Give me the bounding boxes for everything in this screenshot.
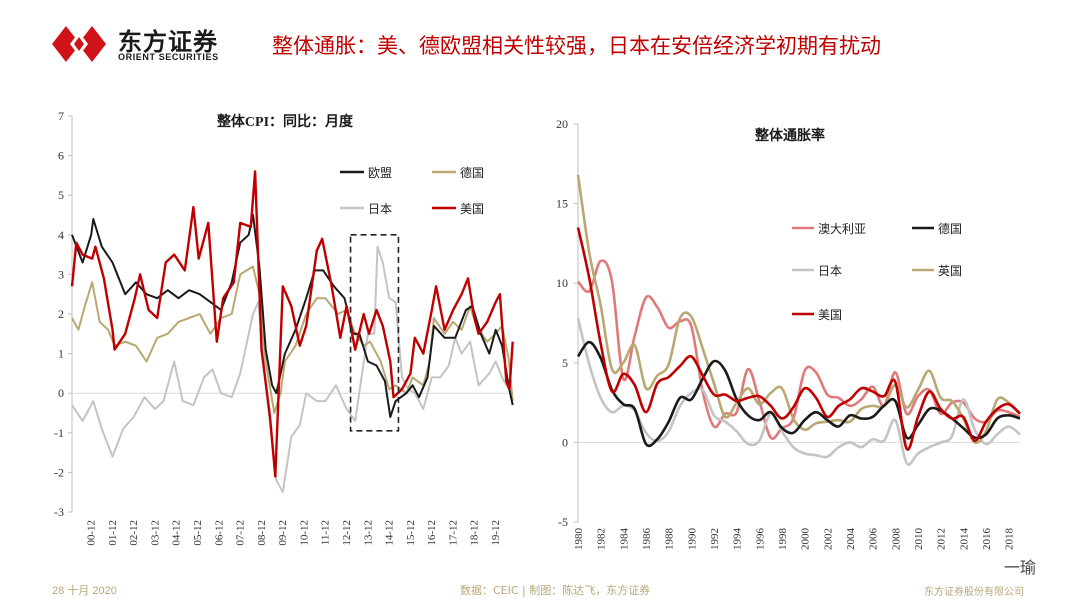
left-x-tick-label: 04-12	[171, 520, 183, 546]
left-legend-label-jp: 日本	[368, 202, 392, 216]
right-x-tick-label: 2000	[800, 528, 812, 551]
left-y-tick-label: 4	[58, 228, 64, 242]
left-y-tick-label: 2	[58, 307, 64, 321]
watermark: 一瑜	[1003, 558, 1036, 577]
right-y-axis: -5 0 5 10 15 20	[556, 117, 1020, 529]
left-x-tick-label: 14-12	[384, 520, 396, 546]
left-y-tick-label: 1	[58, 347, 64, 361]
left-x-tick-label: 08-12	[256, 520, 268, 546]
logo-chinese-name: 东方证券	[118, 28, 218, 56]
left-x-tick-label: 15-12	[405, 520, 417, 546]
diamond-logo-icon	[52, 26, 106, 62]
right-x-tick-label: 1984	[618, 528, 630, 551]
left-x-tick-label: 06-12	[213, 520, 225, 546]
right-x-tick-label: 1990	[686, 528, 698, 551]
left-y-tick-label: 0	[58, 386, 64, 400]
right-x-tick-label: 1982	[596, 528, 608, 550]
right-x-tick-label: 2006	[868, 528, 880, 551]
abenomics-dashed-box	[349, 234, 400, 432]
page-header: 东方证券 ORIENT SECURITIES 整体通胀：美、德欧盟相关性较强，日…	[0, 0, 1080, 80]
left-y-axis: -3 -2 -1 0 1 2 3 4 5 6 7	[54, 109, 512, 519]
right-series-jp	[576, 317, 1021, 466]
left-x-tick-label: 19-12	[490, 520, 502, 546]
left-x-tick-label: 12-12	[341, 520, 353, 546]
right-y-tick-label: 0	[562, 435, 568, 449]
left-x-tick-label: 02-12	[128, 520, 140, 546]
right-y-tick-label: 20	[556, 117, 568, 131]
page-title: 整体通胀：美、德欧盟相关性较强，日本在安倍经济学初期有扰动	[272, 34, 881, 58]
left-x-tick-label: 10-12	[298, 520, 310, 546]
right-legend-label-jp: 日本	[818, 264, 842, 278]
left-y-tick-label: -1	[54, 426, 64, 440]
right-x-tick-label: 1996	[754, 528, 766, 551]
right-x-tick-label: 2010	[913, 528, 925, 551]
right-legend-label-uk: 英国	[938, 264, 962, 278]
right-x-tick-label: 2014	[958, 528, 970, 551]
right-x-tick-label: 2004	[845, 528, 857, 551]
left-x-tick-label: 01-12	[107, 520, 119, 546]
right-series-us	[576, 227, 1021, 451]
right-y-tick-label: 10	[556, 276, 568, 290]
left-legend-label-us: 美国	[460, 202, 484, 216]
left-x-tick-label: 03-12	[149, 520, 161, 546]
right-x-axis: 1980 1982 1984 1986 1988 1990 1992 1994 1996 1998…	[573, 528, 1016, 551]
right-legend-label-us: 美国	[818, 308, 842, 322]
right-x-tick-label: 1988	[664, 528, 676, 551]
logo-english-name: ORIENT SECURITIES	[118, 52, 219, 62]
left-y-tick-label: 6	[58, 149, 64, 163]
right-series-uk	[576, 174, 1021, 445]
left-legend-label-eu: 欧盟	[368, 166, 392, 180]
left-series-de	[71, 265, 514, 414]
right-x-tick-label: 1998	[777, 528, 789, 551]
left-series-jp	[71, 245, 514, 494]
left-x-axis: 00-12 01-12 02-12 03-12 04-12 05-12 06-12 07-12…	[86, 520, 503, 546]
right-x-tick-label: 1994	[732, 528, 744, 551]
right-x-tick-label: 1980	[573, 528, 585, 551]
right-x-tick-label: 1992	[709, 528, 721, 550]
left-x-tick-label: 11-12	[320, 520, 332, 545]
right-y-tick-label: 5	[562, 356, 568, 370]
left-x-tick-label: 18-12	[469, 520, 481, 546]
left-x-tick-label: 13-12	[362, 520, 374, 546]
left-series-lines	[70, 170, 514, 494]
left-x-tick-label: 07-12	[235, 520, 247, 546]
right-chart-title: 整体通胀率	[754, 127, 825, 144]
right-x-tick-label: 2016	[981, 528, 993, 551]
left-y-tick-label: 3	[58, 267, 64, 281]
left-x-tick-label: 17-12	[447, 520, 459, 546]
right-series-au	[577, 259, 1021, 440]
left-y-tick-label: -2	[54, 465, 64, 479]
footer-source: 数据：CEIC | 制图：陈达飞，东方证券	[460, 584, 651, 597]
right-y-tick-label: 15	[556, 197, 568, 211]
right-x-tick-label: 2018	[1004, 528, 1016, 551]
right-x-tick-label: 2008	[890, 528, 902, 551]
left-legend-label-de: 德国	[460, 165, 484, 180]
left-y-tick-label: 5	[58, 188, 64, 202]
right-x-tick-label: 2002	[822, 528, 834, 550]
right-series-lines	[576, 174, 1021, 466]
left-series-eu	[71, 214, 514, 418]
footer-company: 东方证券股份有限公司	[924, 587, 1024, 598]
left-x-tick-label: 09-12	[277, 520, 289, 546]
left-y-tick-label: 7	[58, 109, 64, 123]
left-chart-title: 整体CPI：同比：月度	[216, 113, 354, 130]
orient-securities-logo: 东方证券 ORIENT SECURITIES	[52, 22, 252, 66]
right-x-tick-label: 2012	[936, 528, 948, 550]
right-x-tick-label: 1986	[641, 528, 653, 551]
left-y-tick-label: -3	[54, 505, 64, 519]
left-x-tick-label: 00-12	[86, 520, 98, 546]
left-cpi-chart: -3 -2 -1 0 1 2 3 4 5 6 7 00-12 01-12 02-12 03-12 04-12…	[54, 109, 514, 546]
left-series-us	[70, 170, 514, 478]
left-x-tick-label: 05-12	[192, 520, 204, 546]
charts-area: -3 -2 -1 0 1 2 3 4 5 6 7 00-12 01-12 02-12 03-12 04-12…	[54, 109, 1021, 551]
right-legend-label-de: 德国	[938, 221, 962, 236]
footer-date: 28 十月 2020	[52, 585, 117, 597]
left-x-tick-label: 16-12	[426, 520, 438, 546]
right-y-tick-label: -5	[558, 515, 568, 529]
right-legend-label-au: 澳大利亚	[818, 222, 866, 236]
